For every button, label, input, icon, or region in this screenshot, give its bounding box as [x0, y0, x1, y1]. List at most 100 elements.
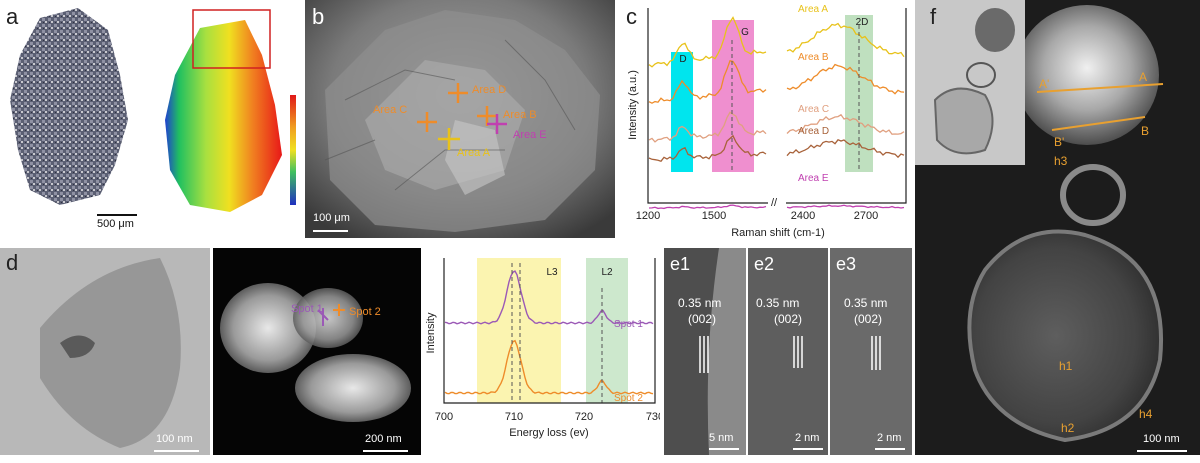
sample-photo	[10, 8, 296, 212]
spacing-e1: 0.35 nm	[678, 296, 722, 310]
series-label-spot1: Spot 1	[614, 319, 643, 330]
raman-series-5	[648, 204, 905, 210]
band-l2-label: L2	[601, 267, 613, 278]
svg-text:h2: h2	[1061, 421, 1075, 435]
eels-axes	[443, 258, 656, 404]
height-map	[165, 20, 282, 212]
raman-xlabel: Raman shift (cm-1)	[731, 227, 825, 239]
scale-label-d-right: 200 nm	[365, 433, 402, 445]
raman-series-3	[648, 111, 905, 143]
raman-chart: D G 2D Area A Area B Area C Area D Area …	[627, 4, 907, 239]
eels-tick-720: 720	[575, 411, 593, 423]
marker-area-c	[417, 112, 437, 132]
band-d-label: D	[679, 54, 686, 65]
raman-axes	[647, 8, 907, 204]
panel-label-a: a	[6, 4, 19, 29]
plane-e1: (002)	[688, 312, 717, 326]
panel-b: Area D Area C Area B Area E Area A b 100…	[305, 0, 615, 238]
scale-bar-e3	[875, 448, 905, 450]
band-l3	[477, 258, 561, 403]
scale-label-b: 100 μm	[313, 212, 350, 224]
svg-text:Spot 2: Spot 2	[349, 306, 381, 318]
svg-text:A': A'	[1039, 77, 1049, 91]
panel-d-eels: L3 L2 Spot 1 Spot 2 700 710 720 730 Ener…	[424, 248, 660, 463]
eels-ylabel: Intensity	[425, 312, 437, 353]
panel-e1: e1 0.35 nm (002) 5 nm	[664, 248, 746, 455]
band-g	[712, 20, 754, 172]
panel-c: c D G 2D Area A Area B Area C Area D Are…	[618, 0, 912, 240]
series-label-area-c: Area C	[798, 104, 829, 115]
scale-bar-d-left	[154, 450, 199, 452]
eels-tick-710: 710	[505, 411, 523, 423]
scale-bar-e2	[793, 448, 823, 450]
marker-area-e	[487, 114, 507, 134]
panel-label-e3: e3	[836, 254, 857, 274]
svg-text:h3: h3	[1054, 154, 1068, 168]
plane-e3: (002)	[854, 312, 883, 326]
scale-label-d-left: 100 nm	[156, 433, 193, 445]
panel-f: A' A B' B h3 h1 h2 h4 f 100 nm	[915, 0, 1200, 455]
area-c-label: Area C	[373, 104, 407, 116]
raman-series-2	[648, 60, 905, 104]
scale-label-e1: 5 nm	[709, 432, 734, 444]
band-l2	[586, 258, 628, 403]
marker-area-d	[448, 83, 468, 103]
marker-area-b	[477, 106, 497, 126]
band-2d	[845, 15, 873, 172]
series-label-area-e: Area E	[798, 173, 829, 184]
eels-series-1	[444, 270, 654, 325]
area-b-label: Area B	[503, 109, 537, 121]
color-scale-bar	[290, 95, 296, 205]
scale-label-e3: 2 nm	[877, 432, 902, 444]
plane-e2: (002)	[774, 312, 803, 326]
scale-label-a: 500 μm	[97, 218, 134, 230]
area-a-label: Area A	[457, 147, 491, 159]
eels-series-2	[444, 339, 654, 395]
raman-ylabel: Intensity (a.u.)	[627, 70, 639, 140]
scale-label-f: 100 nm	[1143, 433, 1180, 445]
raman-tick-1500: 1500	[702, 210, 726, 222]
raman-series-4	[648, 134, 905, 162]
panel-label-e1: e1	[670, 254, 691, 274]
spacing-e2: 0.35 nm	[756, 296, 800, 310]
eels-xlabel: Energy loss (ev)	[509, 427, 588, 439]
scale-bar-a	[97, 214, 137, 216]
scale-label-e2: 2 nm	[795, 432, 820, 444]
panel-a: a	[0, 0, 300, 238]
panel-label-f: f	[930, 4, 937, 29]
marker-area-a	[438, 128, 460, 150]
series-label-spot2: Spot 2	[614, 393, 643, 404]
panel-label-d: d	[6, 250, 19, 275]
stem-image: A' A B' B h3 h1 h2 h4	[915, 0, 1200, 455]
area-d-label: Area D	[472, 84, 506, 96]
panel-label-e2: e2	[754, 254, 775, 274]
raman-tick-2400: 2400	[791, 210, 815, 222]
zoom-box	[192, 9, 271, 69]
panel-d-tem: d 100 nm	[0, 248, 210, 455]
series-label-area-b: Area B	[798, 52, 829, 63]
scale-bar-b	[313, 230, 348, 232]
eels-tick-700: 700	[435, 411, 453, 423]
svg-text:h1: h1	[1059, 359, 1073, 373]
raman-tick-2700: 2700	[854, 210, 878, 222]
series-label-area-d: Area D	[798, 126, 829, 137]
scale-bar-f	[1137, 450, 1187, 452]
panel-label-c: c	[626, 4, 637, 29]
raman-tick-1200: 1200	[636, 210, 660, 222]
sem-image: Area D Area C Area B Area E Area A	[305, 0, 615, 238]
svg-text:Spot 1: Spot 1	[291, 303, 323, 315]
series-label-area-a: Area A	[798, 4, 828, 15]
panel-d-haadf: Spot 1 Spot 2 200 nm	[213, 248, 421, 455]
panel-e2: e2 0.35 nm (002) 2 nm	[748, 248, 828, 455]
svg-text:h4: h4	[1139, 407, 1153, 421]
svg-text://: //	[771, 197, 778, 209]
scale-bar-d-right	[363, 450, 408, 452]
band-d	[671, 52, 693, 172]
raman-series-1	[648, 16, 905, 68]
eels-tick-730: 730	[646, 411, 660, 423]
panel-e3: e3 0.35 nm (002) 2 nm	[830, 248, 912, 455]
band-2d-label: 2D	[856, 17, 869, 28]
svg-text:B': B'	[1054, 135, 1064, 149]
line-b	[1051, 116, 1146, 131]
line-a	[1036, 83, 1164, 93]
